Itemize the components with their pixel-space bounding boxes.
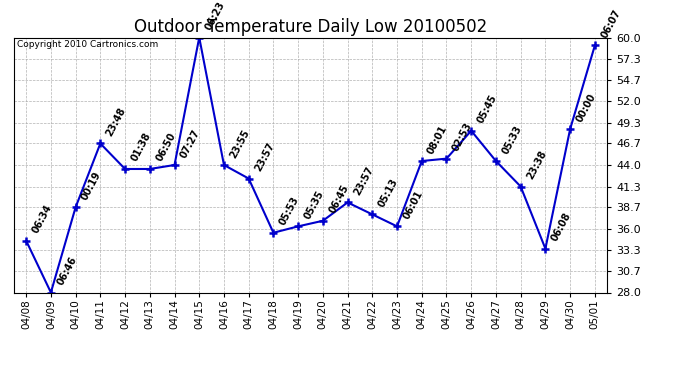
Text: 06:07: 06:07 (599, 8, 622, 40)
Text: 06:50: 06:50 (154, 131, 177, 164)
Text: 23:38: 23:38 (525, 149, 549, 181)
Text: 08:01: 08:01 (426, 123, 449, 156)
Text: 07:27: 07:27 (179, 128, 202, 159)
Text: 06:34: 06:34 (30, 203, 54, 235)
Text: 23:57: 23:57 (253, 141, 276, 173)
Title: Outdoor Temperature Daily Low 20100502: Outdoor Temperature Daily Low 20100502 (134, 18, 487, 36)
Text: 01:38: 01:38 (129, 131, 152, 164)
Text: 05:45: 05:45 (475, 93, 499, 125)
Text: 05:13: 05:13 (377, 177, 400, 209)
Text: 05:53: 05:53 (277, 195, 301, 227)
Text: 23:57: 23:57 (352, 165, 375, 197)
Text: Copyright 2010 Cartronics.com: Copyright 2010 Cartronics.com (17, 40, 158, 49)
Text: 06:08: 06:08 (549, 211, 573, 243)
Text: 00:00: 00:00 (574, 92, 598, 124)
Text: 23:55: 23:55 (228, 128, 252, 159)
Text: 00:19: 00:19 (80, 170, 104, 202)
Text: 06:46: 06:46 (55, 255, 79, 287)
Text: 06:01: 06:01 (401, 189, 424, 221)
Text: 06:45: 06:45 (327, 183, 351, 215)
Text: 05:35: 05:35 (302, 189, 326, 221)
Text: 02:53: 02:53 (451, 121, 474, 153)
Text: 06:23: 06:23 (204, 0, 227, 32)
Text: 23:48: 23:48 (104, 106, 128, 138)
Text: 05:33: 05:33 (500, 123, 524, 156)
